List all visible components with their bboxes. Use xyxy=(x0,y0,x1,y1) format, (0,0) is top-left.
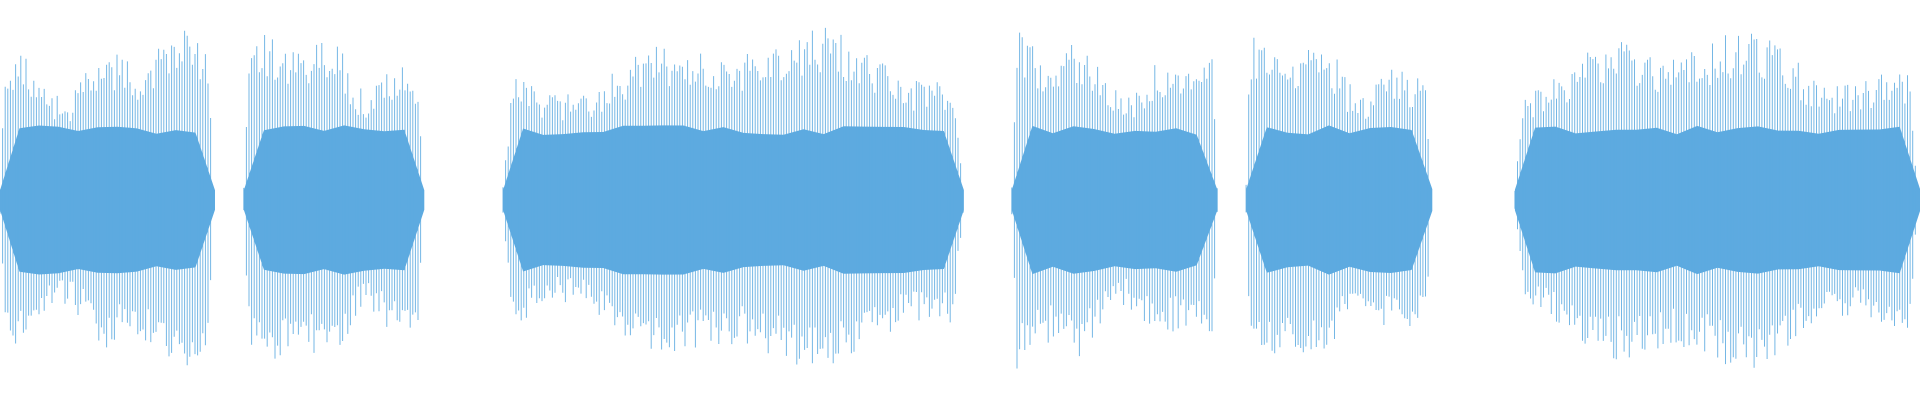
waveform-segment xyxy=(0,30,215,366)
waveform-spikes xyxy=(0,30,214,366)
waveform-segment xyxy=(243,35,425,359)
waveform-core-band xyxy=(0,125,215,275)
waveform-core-band xyxy=(1011,125,1218,275)
waveform-spikes xyxy=(1011,32,1218,369)
waveform-segment xyxy=(1245,37,1433,354)
waveform-spikes xyxy=(243,35,424,359)
waveform-segments xyxy=(0,27,1920,369)
waveform-spikes xyxy=(1514,33,1919,368)
waveform-spikes xyxy=(502,27,964,365)
waveform-segment xyxy=(1514,33,1920,368)
waveform-segment xyxy=(502,27,964,365)
waveform-core-band xyxy=(503,125,964,275)
waveform-spikes xyxy=(1245,37,1432,354)
waveform-segment xyxy=(1011,32,1218,369)
